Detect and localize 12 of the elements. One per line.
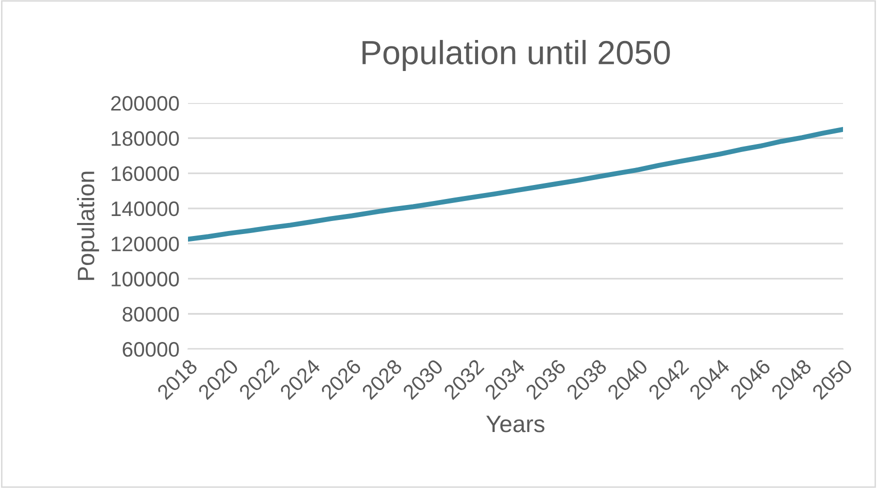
y-tick-label: 120000	[112, 236, 179, 252]
y-tick-label: 180000	[112, 131, 179, 146]
y-tick-label: 140000	[112, 201, 179, 216]
line-series	[188, 126, 843, 242]
x-axis-title: Years	[486, 416, 544, 432]
y-tick-label: 100000	[112, 272, 179, 286]
y-tick-label: 200000	[111, 96, 179, 111]
y-tick-label: 80000	[122, 306, 179, 322]
y-tick-label: 160000	[112, 166, 179, 182]
y-tick-label: 60000	[122, 342, 179, 357]
y-axis-title: Population	[77, 172, 100, 280]
chart-title: Population until 2050	[362, 40, 670, 72]
